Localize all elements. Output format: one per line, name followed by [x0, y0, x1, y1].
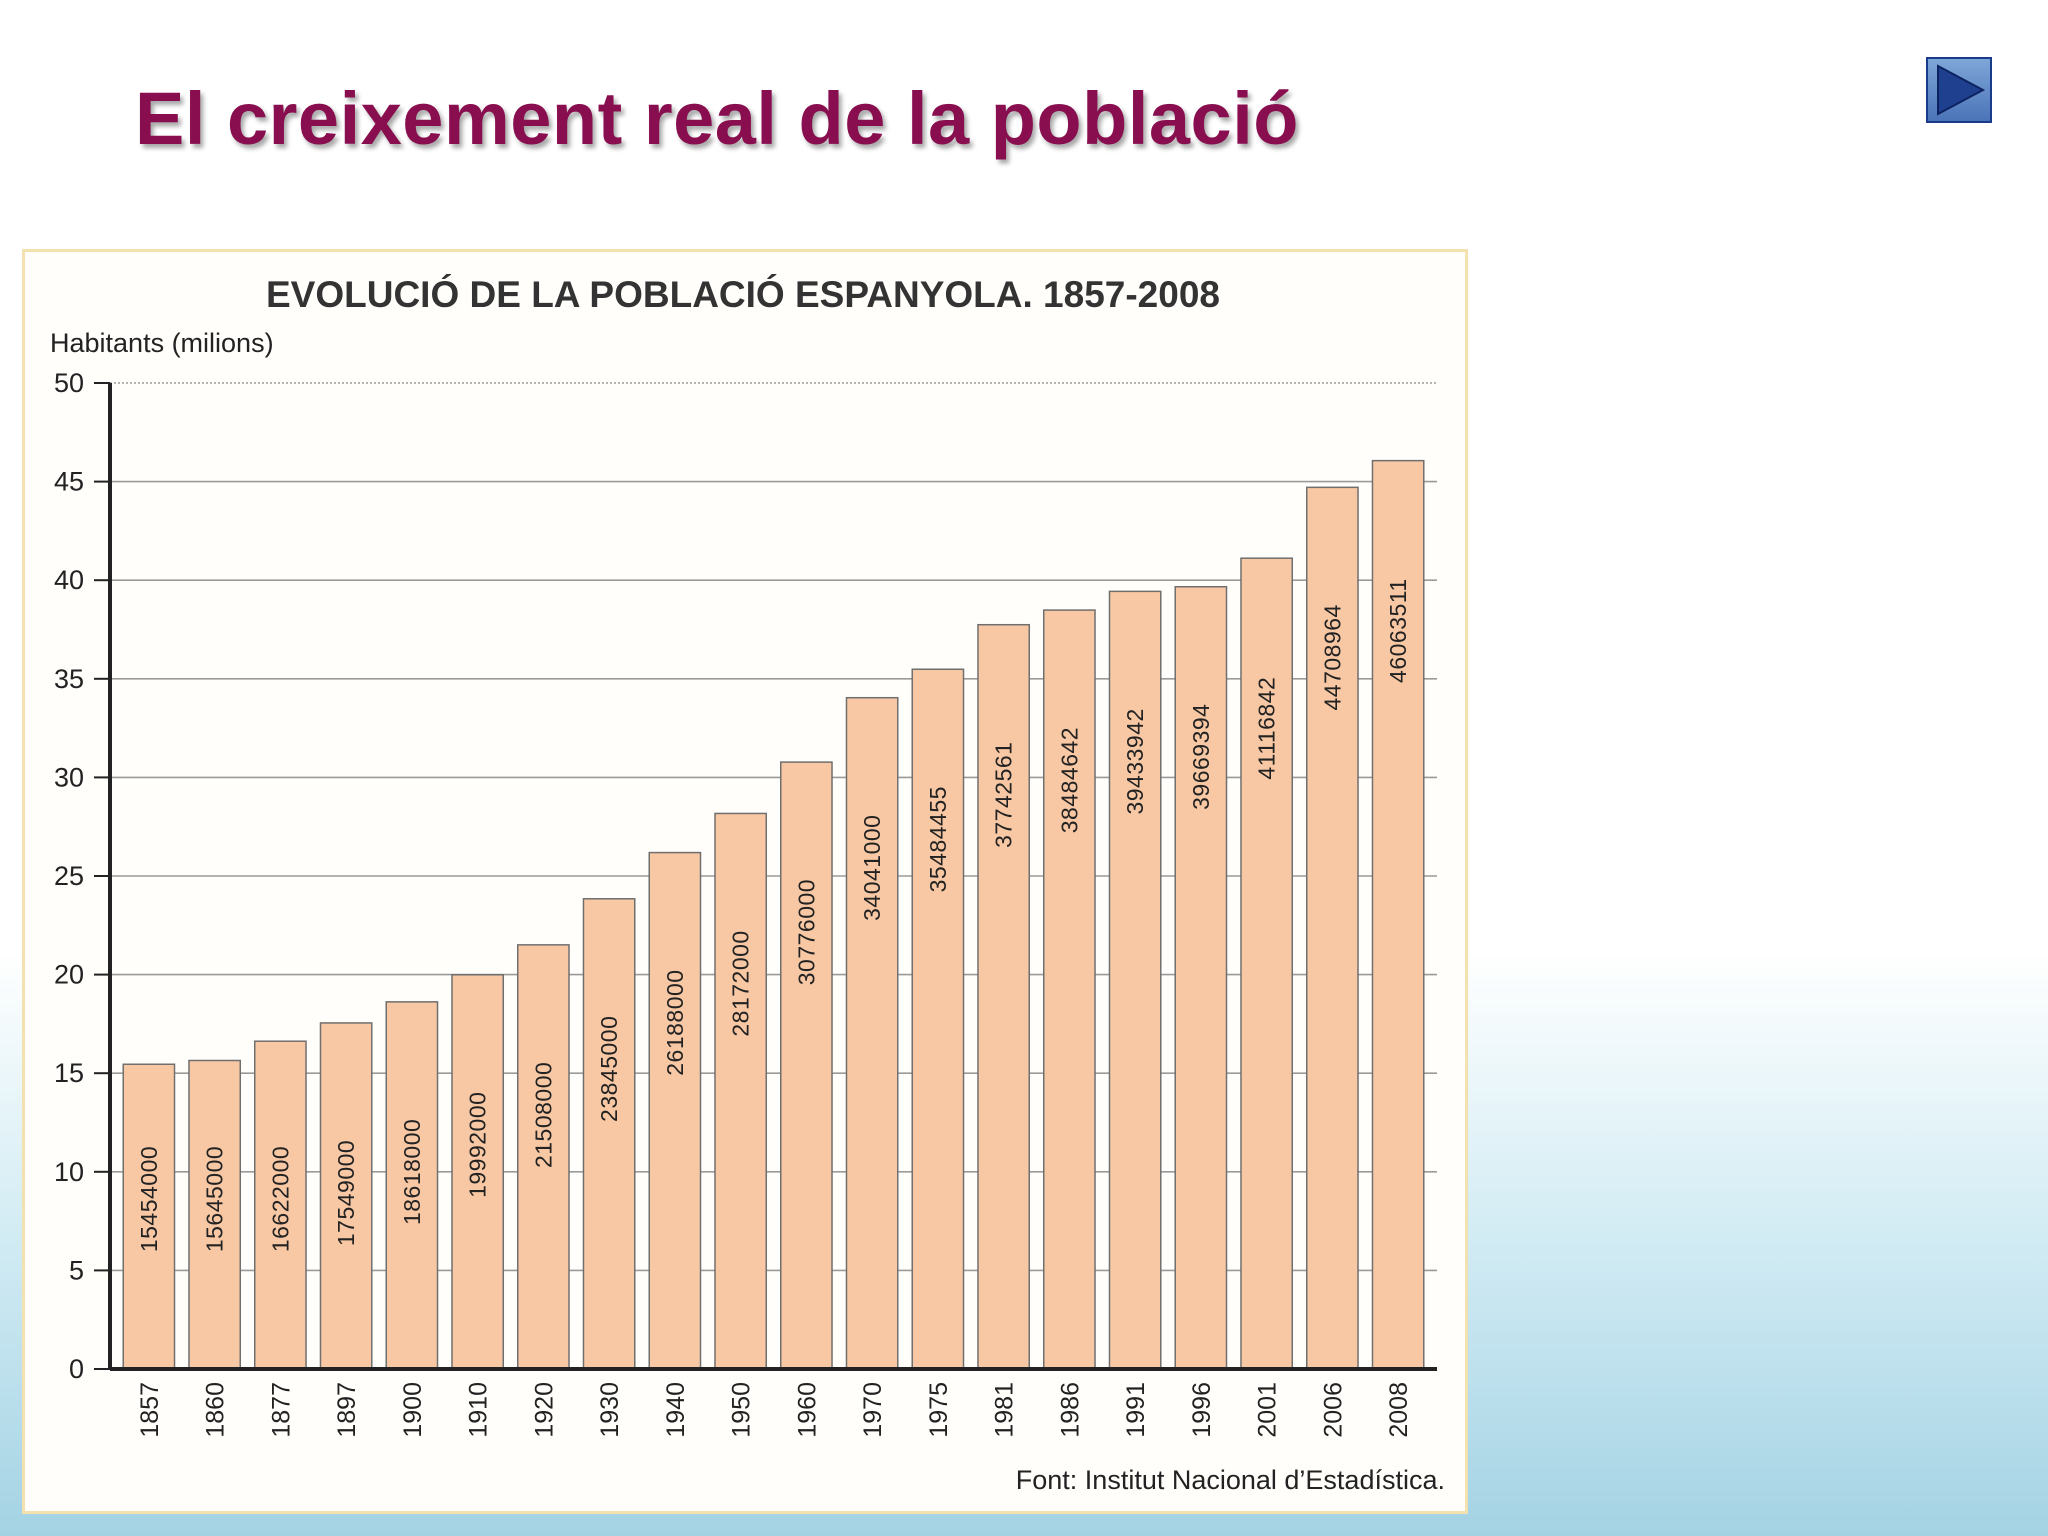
bar — [1042, 609, 1096, 1370]
bar — [1174, 585, 1228, 1370]
x-tick-label: 1996 — [1188, 1382, 1216, 1438]
bar-value-label: 26188000 — [662, 969, 688, 1075]
bar — [451, 974, 505, 1370]
x-tick-label: 1950 — [728, 1382, 756, 1438]
bar — [1305, 486, 1359, 1370]
x-tick-label: 1920 — [530, 1382, 558, 1438]
chart-panel: EVOLUCIÓ DE LA POBLACIÓ ESPANYOLA. 1857-… — [22, 249, 1468, 1514]
x-tick-label: 1986 — [1056, 1382, 1084, 1438]
bar-value-label: 30776000 — [793, 879, 819, 985]
bar-value-label: 16622000 — [267, 1146, 293, 1252]
bar — [779, 761, 833, 1370]
bar-value-label: 35484455 — [925, 786, 951, 892]
x-tick-label: 1991 — [1122, 1382, 1150, 1438]
bar-value-label: 28172000 — [728, 930, 754, 1036]
x-tick-label: 1857 — [136, 1382, 164, 1438]
bar — [845, 696, 899, 1370]
chart-source: Font: Institut Nacional d’Estadística. — [1016, 1465, 1445, 1495]
y-tick-label: 35 — [54, 664, 84, 694]
x-tick-label: 1970 — [859, 1382, 887, 1438]
x-tick-label: 1910 — [465, 1382, 493, 1438]
bar-value-label: 15454000 — [136, 1146, 162, 1252]
bars: 15454000 15645000 16622000 17549000 18618000… — [122, 459, 1425, 1370]
bar — [188, 1059, 242, 1370]
bar — [253, 1040, 307, 1370]
bar-value-label: 44708964 — [1319, 604, 1345, 710]
x-tick-label: 1877 — [267, 1382, 295, 1438]
y-axis-label: Habitants (milions) — [50, 328, 274, 358]
y-tick-label: 30 — [54, 762, 84, 792]
y-tick-label: 50 — [54, 368, 84, 398]
bar-value-label: 21508000 — [530, 1062, 556, 1168]
bar-value-label: 37742561 — [991, 742, 1017, 848]
slide-title: El creixement real de la població — [135, 77, 1299, 160]
bar-value-label: 38484642 — [1056, 727, 1082, 833]
x-tick-label: 1940 — [662, 1382, 690, 1438]
y-tick-label: 45 — [54, 467, 84, 497]
bar-value-label: 39669394 — [1188, 704, 1214, 810]
bar-value-label: 34041000 — [859, 815, 885, 921]
x-tick-label: 2001 — [1254, 1382, 1282, 1438]
next-slide-button[interactable] — [1926, 57, 1992, 123]
y-tick-label: 40 — [54, 565, 84, 595]
bar — [385, 1001, 439, 1370]
bar — [319, 1022, 373, 1370]
bar-value-label: 39433942 — [1122, 708, 1148, 814]
x-tick-label: 1975 — [925, 1382, 953, 1438]
x-tick-label: 1981 — [991, 1382, 1019, 1438]
axes: 0 5 10 15 20 25 30 35 40 45 50 1857 1860 1877 1897 1900… — [54, 368, 1437, 1438]
x-tick-label: 1930 — [596, 1382, 624, 1438]
bar — [911, 668, 965, 1370]
bar — [582, 898, 636, 1370]
x-tick-label: 1900 — [399, 1382, 427, 1438]
chart-title: EVOLUCIÓ DE LA POBLACIÓ ESPANYOLA. 1857-… — [266, 273, 1220, 315]
y-tick-label: 25 — [54, 861, 84, 891]
grid-lines — [110, 382, 1437, 1272]
bar-value-label: 15645000 — [202, 1146, 228, 1252]
x-tick-label: 2006 — [1319, 1382, 1347, 1438]
bar-value-label: 19992000 — [465, 1092, 491, 1198]
y-tick-label: 20 — [54, 960, 84, 990]
play-arrow-icon — [1937, 64, 1986, 116]
bar — [516, 944, 570, 1370]
bar — [977, 623, 1031, 1370]
x-tick-label: 1860 — [202, 1382, 230, 1438]
bar-value-label: 18618000 — [399, 1119, 425, 1225]
bar-value-label: 41116842 — [1254, 677, 1280, 780]
bar — [648, 851, 702, 1370]
x-tick-label: 1960 — [793, 1382, 821, 1438]
bar-value-label: 46063511 — [1385, 578, 1411, 683]
bar — [1108, 590, 1162, 1370]
bar — [1240, 557, 1294, 1370]
y-tick-label: 10 — [54, 1157, 84, 1187]
y-tick-label: 15 — [54, 1058, 84, 1088]
bar-value-label: 17549000 — [333, 1140, 359, 1246]
bar-value-label: 23845000 — [596, 1016, 622, 1122]
y-tick-label: 5 — [69, 1255, 84, 1285]
x-tick-label: 2008 — [1385, 1382, 1413, 1438]
y-tick-label: 0 — [69, 1354, 84, 1384]
bar — [1371, 459, 1425, 1370]
population-bar-chart: EVOLUCIÓ DE LA POBLACIÓ ESPANYOLA. 1857-… — [50, 273, 1445, 1495]
bar — [714, 812, 768, 1370]
x-tick-label: 1897 — [333, 1382, 361, 1438]
